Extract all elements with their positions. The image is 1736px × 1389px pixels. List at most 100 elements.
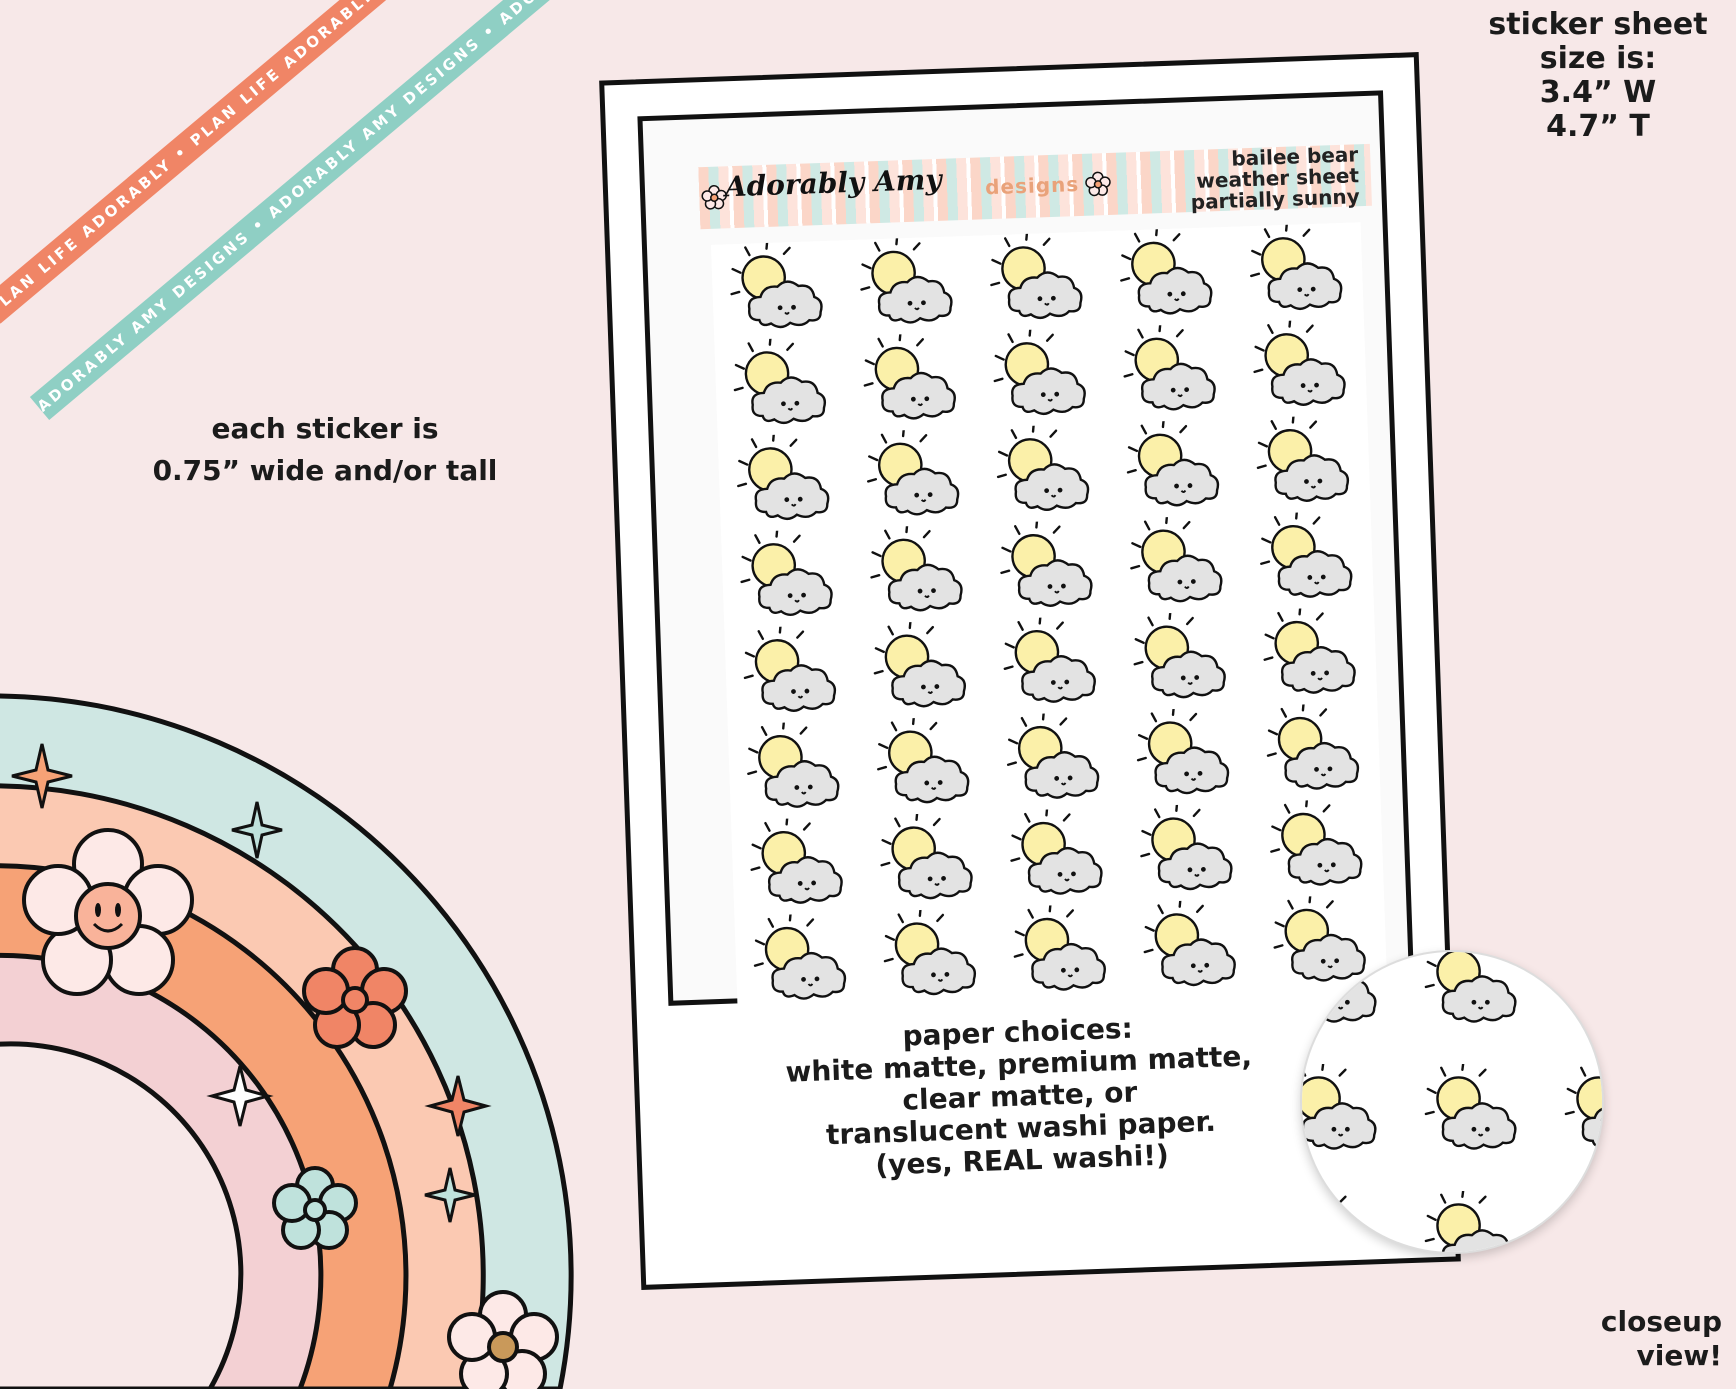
partly-sunny-cloud-icon	[1302, 1063, 1377, 1150]
daisy-icon	[701, 184, 727, 210]
sticker-cell	[858, 716, 991, 816]
sheet-title-line-3: partially sunny	[1190, 184, 1361, 215]
sticker-cell	[1237, 414, 1370, 514]
closeup-sticker-cell	[1542, 952, 1602, 1049]
sticker-cell	[848, 428, 981, 528]
partly-sunny-cloud-icon	[1120, 227, 1213, 315]
closeup-sticker-cell	[1302, 952, 1402, 1049]
partly-sunny-cloud-icon	[1302, 952, 1377, 1024]
partly-sunny-cloud-icon	[1136, 707, 1230, 795]
sticker-cell	[974, 327, 1107, 427]
sticker-cell	[734, 912, 867, 1012]
sticker-cell	[1111, 515, 1244, 615]
partly-sunny-cloud-icon	[750, 816, 843, 904]
sticker-cell	[718, 432, 851, 532]
closeup-sticker-cell	[1302, 1175, 1402, 1252]
sheet-size-line-1: sticker sheet	[1488, 7, 1708, 42]
sheet-size-width: 3.4” W	[1539, 75, 1657, 110]
closeup-sticker-cell	[1542, 1175, 1602, 1252]
sticker-cell	[1241, 510, 1374, 610]
sheet-size-line-2: size is:	[1539, 41, 1657, 76]
closeup-circle	[1300, 950, 1604, 1254]
closeup-sticker-cell	[1302, 1049, 1402, 1176]
partly-sunny-cloud-icon	[1006, 711, 1100, 799]
closeup-sticker-cell	[1542, 1049, 1602, 1176]
sticker-size-note: each sticker is 0.75” wide and/or tall	[150, 408, 500, 492]
partly-sunny-cloud-icon	[1424, 1190, 1516, 1252]
partly-sunny-cloud-icon	[743, 624, 837, 712]
sticker-cell	[1247, 702, 1380, 802]
sheet-title: bailee bear weather sheet partially sunn…	[1189, 142, 1361, 215]
sheet-size-note: sticker sheet size is: 3.4” W 4.7” T	[1488, 8, 1708, 144]
sticker-cell	[981, 519, 1114, 619]
sticker-cell	[991, 807, 1124, 907]
partly-sunny-cloud-icon	[996, 423, 1090, 511]
sticker-cell	[1251, 798, 1384, 898]
rainbow-illustration	[0, 693, 574, 1389]
sticker-cell	[844, 332, 977, 432]
partly-sunny-cloud-icon	[1000, 519, 1093, 607]
sticker-cell	[988, 711, 1121, 811]
partly-sunny-cloud-icon	[1302, 1190, 1376, 1252]
closeup-label: closeup view!	[1592, 1305, 1722, 1373]
partly-sunny-cloud-icon	[1130, 515, 1223, 603]
partly-sunny-cloud-icon	[1260, 510, 1353, 598]
sticker-cell	[714, 336, 847, 436]
brand-logo: Adorably Amy	[724, 162, 943, 204]
partly-sunny-cloud-icon	[883, 907, 977, 996]
sticker-cell	[861, 811, 994, 911]
sticker-cell	[721, 528, 854, 628]
closeup-line-2: view!	[1636, 1339, 1722, 1372]
partly-sunny-cloud-icon	[740, 528, 833, 616]
sticker-cell	[1101, 227, 1234, 327]
partly-sunny-cloud-icon	[1564, 952, 1602, 1021]
partly-sunny-cloud-icon	[1013, 903, 1106, 991]
partly-sunny-cloud-icon	[1424, 1063, 1517, 1150]
closeup-sticker-cell	[1402, 952, 1542, 1049]
partly-sunny-cloud-icon	[730, 240, 823, 329]
sticker-cell	[994, 903, 1127, 1003]
partly-sunny-cloud-icon	[1266, 702, 1360, 790]
sticker-cell	[1121, 802, 1254, 902]
partly-sunny-cloud-icon	[1256, 414, 1350, 502]
partly-sunny-cloud-icon	[1270, 798, 1363, 886]
partly-sunny-cloud-icon	[873, 620, 967, 708]
sticker-cell	[711, 240, 844, 340]
partly-sunny-cloud-icon	[860, 236, 953, 324]
partly-sunny-cloud-icon	[737, 432, 830, 521]
sticker-sheet-card: Adorably Amy designs bailee bear weather…	[599, 52, 1461, 1290]
teal-flower-icon	[272, 1166, 358, 1250]
sticker-cell	[851, 524, 984, 624]
sticker-cell	[984, 615, 1117, 715]
partly-sunny-cloud-icon	[733, 336, 827, 425]
sticker-cell	[854, 620, 987, 720]
sticker-cell	[1244, 606, 1377, 706]
partly-sunny-cloud-icon	[1564, 1190, 1602, 1252]
sticker-cell	[1117, 706, 1250, 806]
partly-sunny-cloud-icon	[1424, 952, 1517, 1024]
partly-sunny-cloud-icon	[1263, 606, 1356, 694]
closeup-line-1: closeup	[1600, 1305, 1722, 1338]
coral-flower-icon	[302, 946, 408, 1049]
partly-sunny-cloud-icon	[870, 524, 963, 612]
closeup-sticker-cell	[1402, 1175, 1542, 1252]
partly-sunny-cloud-icon	[1003, 615, 1096, 703]
daisy-icon	[1085, 171, 1111, 197]
closeup-grid	[1302, 952, 1602, 1252]
sticker-cell	[1107, 419, 1240, 519]
partly-sunny-cloud-icon	[877, 716, 970, 804]
partly-sunny-cloud-icon	[1010, 807, 1103, 895]
smiley-flower-icon	[22, 828, 194, 996]
closeup-sticker-cell	[1402, 1049, 1542, 1176]
sticker-sheet-frame: Adorably Amy designs bailee bear weather…	[637, 90, 1415, 1007]
sticker-cell	[864, 907, 997, 1007]
partly-sunny-cloud-icon	[1143, 898, 1236, 987]
paper-choices-note: paper choices: white matte, premium matt…	[737, 1007, 1302, 1186]
sticker-cell	[971, 231, 1104, 331]
partly-sunny-cloud-icon	[1126, 419, 1220, 507]
sheet-size-height: 4.7” T	[1546, 109, 1650, 144]
partly-sunny-cloud-icon	[1133, 611, 1226, 699]
sparkle-icon	[11, 743, 492, 1223]
brand-designs: designs	[984, 171, 1080, 200]
partly-sunny-cloud-icon	[753, 912, 847, 1000]
